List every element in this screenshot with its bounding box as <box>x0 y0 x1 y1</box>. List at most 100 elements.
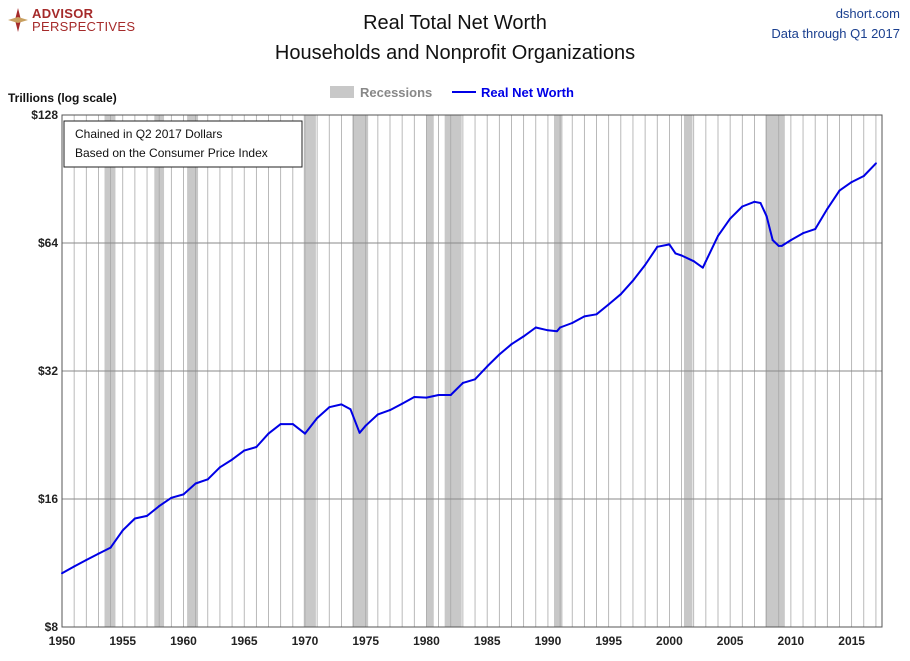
logo-text-line2: PERSPECTIVES <box>32 19 136 34</box>
data-point <box>206 478 209 481</box>
data-point <box>133 517 136 520</box>
data-point <box>109 546 112 549</box>
data-point <box>389 409 391 412</box>
y-tick-label: $32 <box>38 364 58 378</box>
data-point <box>73 565 76 568</box>
data-point <box>546 329 549 332</box>
y-tick-label: $8 <box>45 620 59 634</box>
data-point <box>349 408 352 411</box>
data-point <box>291 423 294 426</box>
data-point <box>777 244 780 247</box>
data-point <box>267 432 270 435</box>
data-point <box>556 330 559 333</box>
data-point <box>534 326 537 329</box>
data-point <box>425 396 428 399</box>
data-point <box>741 205 744 208</box>
data-point <box>759 201 762 204</box>
x-tick-label: 2005 <box>717 634 744 648</box>
x-tick-label: 1955 <box>109 634 136 648</box>
data-point <box>376 413 379 416</box>
x-tick-label: 2015 <box>838 634 865 648</box>
data-point <box>814 228 817 231</box>
data-point <box>680 254 683 257</box>
x-tick-label: 1970 <box>292 634 319 648</box>
data-point <box>510 343 513 346</box>
legend-series-label: Real Net Worth <box>481 85 574 100</box>
data-point <box>668 243 671 246</box>
data-point <box>656 245 659 248</box>
data-point <box>461 381 464 384</box>
data-point <box>874 162 877 165</box>
data-point <box>644 264 647 267</box>
data-point <box>780 244 783 247</box>
data-point <box>328 406 331 409</box>
x-tick-label: 1980 <box>413 634 440 648</box>
chart-subtitle: Households and Nonprofit Organizations <box>274 42 636 64</box>
data-point <box>85 558 88 561</box>
data-point <box>522 335 525 338</box>
x-tick-label: 1965 <box>231 634 258 648</box>
legend-recession-label: Recessions <box>360 85 432 100</box>
data-point <box>61 572 63 575</box>
x-tick-label: 1975 <box>352 634 379 648</box>
data-point <box>486 365 489 368</box>
data-point <box>789 239 792 242</box>
data-point <box>97 552 100 555</box>
data-point <box>413 395 416 398</box>
x-tick-label: 2000 <box>656 634 683 648</box>
data-through-label: Data through Q1 2017 <box>771 26 900 41</box>
data-point <box>437 394 440 397</box>
data-point <box>850 181 853 184</box>
data-point <box>619 293 622 296</box>
data-point <box>701 266 704 269</box>
data-point <box>231 458 234 461</box>
data-point <box>631 279 634 282</box>
data-point <box>158 505 161 508</box>
data-point <box>826 207 829 210</box>
data-point <box>218 466 221 469</box>
data-point <box>449 394 452 397</box>
y-tick-label: $128 <box>31 108 58 122</box>
data-point <box>771 239 774 242</box>
advisor-perspectives-logo: ADVISOR PERSPECTIVES <box>8 6 148 38</box>
source-label: dshort.com <box>835 6 900 21</box>
data-point <box>182 493 185 496</box>
data-point <box>559 326 562 329</box>
data-point <box>571 321 574 324</box>
data-point <box>704 260 707 263</box>
x-tick-label: 2010 <box>778 634 805 648</box>
data-point <box>674 252 677 255</box>
data-point <box>340 403 343 406</box>
data-point <box>303 432 306 435</box>
logo-text-line1: ADVISOR <box>32 6 94 21</box>
data-point <box>862 174 865 177</box>
data-point <box>401 402 404 405</box>
data-point <box>717 234 719 237</box>
data-point <box>474 378 477 381</box>
x-tick-label: 1960 <box>170 634 197 648</box>
data-point <box>146 514 149 517</box>
x-tick-label: 1990 <box>535 634 562 648</box>
data-point <box>255 446 258 449</box>
data-point <box>607 303 610 306</box>
data-point <box>316 417 319 420</box>
plot-frame <box>61 114 883 628</box>
y-tick-label: $64 <box>38 236 58 250</box>
x-tick-label: 1985 <box>474 634 501 648</box>
chart-title: Real Total Net Worth <box>363 12 547 34</box>
data-point <box>802 232 805 235</box>
data-point <box>121 529 124 532</box>
y-axis-label: Trillions (log scale) <box>8 91 117 105</box>
data-point <box>729 217 732 220</box>
data-point <box>364 424 367 427</box>
legend-recession-swatch <box>330 86 354 98</box>
data-point <box>170 496 173 499</box>
data-point <box>692 260 695 263</box>
data-point <box>243 449 246 452</box>
data-point <box>279 423 282 426</box>
data-point <box>753 200 756 203</box>
data-point <box>595 313 598 316</box>
data-point <box>194 482 197 485</box>
x-tick-label: 1950 <box>49 634 76 648</box>
